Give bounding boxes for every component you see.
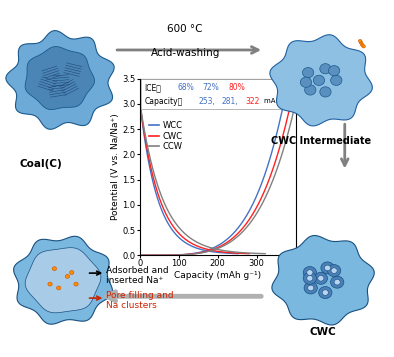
- X-axis label: Capacity (mAh g⁻¹): Capacity (mAh g⁻¹): [174, 271, 261, 280]
- CWC: [138, 101, 142, 105]
- CCW: [187, 235, 192, 240]
- CWC: [247, 252, 251, 256]
- Y-axis label: Potential (V vs. Na/Na⁺): Potential (V vs. Na/Na⁺): [111, 114, 120, 220]
- WCC: [169, 227, 174, 232]
- CCW: [138, 101, 142, 105]
- Text: Capacity：: Capacity：: [145, 97, 183, 106]
- Text: Adsorbed and
inserted Na⁺: Adsorbed and inserted Na⁺: [106, 266, 169, 285]
- Text: Coal(C): Coal(C): [20, 159, 63, 169]
- Text: CWC Intermediate: CWC Intermediate: [271, 136, 371, 146]
- WCC: [138, 101, 142, 105]
- Text: ICE：: ICE：: [145, 83, 162, 92]
- Text: mAh g⁻¹: mAh g⁻¹: [264, 97, 293, 104]
- CCW: [228, 249, 233, 253]
- WCC: [209, 250, 214, 254]
- CWC: [151, 175, 155, 179]
- WCC: [236, 252, 241, 256]
- WCC: [208, 249, 213, 253]
- CWC: [206, 247, 211, 252]
- FancyBboxPatch shape: [141, 79, 293, 110]
- Line: CWC: CWC: [140, 103, 249, 254]
- Text: 80%: 80%: [229, 83, 245, 92]
- Text: CWC: CWC: [310, 327, 336, 337]
- Text: 68%: 68%: [177, 83, 194, 92]
- CWC: [173, 227, 178, 232]
- Text: 600 °C: 600 °C: [167, 24, 203, 34]
- CWC: [181, 235, 186, 240]
- CWC: [217, 250, 222, 254]
- Legend: WCC, CWC, CCW: WCC, CWC, CCW: [146, 118, 186, 154]
- WCC: [199, 247, 204, 252]
- Text: 72%: 72%: [202, 83, 219, 92]
- Text: 253,: 253,: [198, 97, 215, 106]
- CCW: [229, 250, 233, 254]
- Line: WCC: WCC: [140, 103, 238, 254]
- Text: 322: 322: [245, 97, 259, 106]
- Line: CCW: CCW: [140, 103, 265, 254]
- WCC: [177, 235, 181, 240]
- CCW: [152, 175, 157, 179]
- WCC: [149, 175, 154, 179]
- CCW: [178, 227, 183, 232]
- Text: Acid-washing: Acid-washing: [151, 48, 220, 58]
- CCW: [216, 247, 221, 252]
- Text: 281,: 281,: [221, 97, 238, 106]
- CCW: [263, 252, 268, 256]
- CWC: [216, 249, 221, 253]
- Text: Pore filling and
Na clusters: Pore filling and Na clusters: [106, 291, 174, 310]
